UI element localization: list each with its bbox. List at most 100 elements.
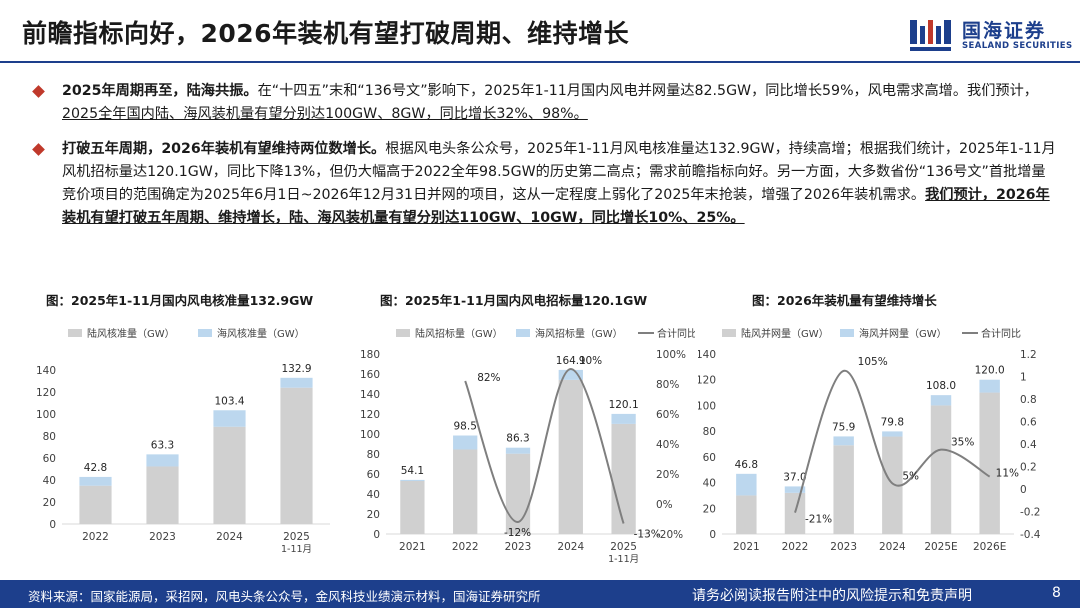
y-tick-label-4: 60: [43, 453, 56, 465]
chart-3-title: 图：2026年装机量有望维持增长: [752, 293, 937, 308]
bar-total-label-1: 42.8: [84, 462, 107, 474]
y-tick-label-7: 120: [360, 409, 380, 421]
legend-swatch-1: [722, 329, 736, 337]
bar-total-label-1: 46.8: [735, 459, 758, 471]
bar-onshore-3: [213, 426, 246, 524]
bar-onshore-5: [930, 405, 952, 534]
footer-source: 资料来源：国家能源局，采招网，风电头条公众号，金风科技业绩演示材料，国海证券研究…: [28, 589, 541, 604]
y-tick-label-5: 80: [367, 449, 380, 461]
bar-onshore-5: [611, 423, 636, 534]
logo-english-name: SEALAND SECURITIES: [962, 41, 1073, 51]
chart-tenders: 陆风招标量（GW） 海风招标量（GW） 合计同比 0 20 40 60 80 100 120 140…: [360, 327, 695, 565]
bullet-1-bold: 2025年周期再至，陆海共振。: [62, 83, 258, 99]
y-tick-label-3: 40: [703, 478, 716, 490]
bar-total-label-6: 120.0: [975, 365, 1005, 377]
bar-onshore-4: [280, 387, 313, 524]
bar-total-label-4: 79.8: [881, 416, 904, 428]
y-tick-label-7: 120: [36, 387, 56, 399]
bar-total-label-4: 132.9: [281, 363, 311, 375]
bullet-2-bold: 打破五年周期，2026年装机有望维持两位数增长。: [62, 141, 386, 157]
bar-offshore-5: [611, 413, 636, 424]
x-tick-label-3: 2024: [216, 531, 243, 543]
legend-label-1: 陆风核准量（GW）: [87, 327, 175, 340]
yoy-label-5: -13%: [634, 529, 661, 541]
bar-offshore-2: [453, 435, 478, 450]
legend-swatch-1: [68, 329, 82, 337]
bar-total-label-2: 98.5: [454, 421, 477, 433]
bar-total-label-3: 103.4: [214, 395, 244, 407]
bar-total-label-2: 63.3: [151, 439, 174, 451]
bullet-marker-2: [32, 143, 45, 156]
yoy-label-3: 105%: [858, 356, 888, 368]
y-tick-label-10: 180: [360, 349, 380, 361]
page-number: 8: [1052, 585, 1061, 601]
legend-label-2: 海风核准量（GW）: [217, 327, 305, 340]
bar-onshore-1: [400, 481, 425, 534]
bullet-paragraph-1: 2025年周期再至，陆海共振。在“十四五”末和“136号文”影响下，2025年1…: [62, 80, 1058, 126]
x-tick-label-2: 2022: [782, 541, 809, 553]
bar-onshore-1: [79, 485, 112, 524]
x-tick-label-1: 2021: [399, 541, 426, 553]
bar-offshore-3: [833, 436, 854, 446]
y2-tick-label-5: 0.4: [1020, 439, 1037, 451]
x-tick-label-3: 2023: [830, 541, 857, 553]
bar-onshore-6: [979, 392, 1000, 534]
y-tick-label-1: 0: [49, 519, 56, 531]
legend-swatch-2: [516, 329, 530, 337]
bar-onshore-3: [505, 453, 531, 534]
y2-tick-label-1: -20%: [656, 529, 683, 541]
y2-tick-label-9: 1.2: [1020, 349, 1037, 361]
sealand-logo-icon: [910, 20, 951, 51]
y2-tick-label-3: 0: [1020, 484, 1027, 496]
y-tick-label-4: 60: [703, 452, 716, 464]
bar-offshore-4: [558, 369, 583, 380]
legend-label-2: 海风招标量（GW）: [535, 327, 623, 340]
y2-tick-label-2: -0.2: [1020, 507, 1041, 519]
x-tick-label-1: 2022: [82, 531, 109, 543]
bar-offshore-1: [400, 479, 425, 481]
x-tick-label-5: 2025E: [924, 541, 957, 553]
y2-tick-label-6: 80%: [656, 379, 679, 391]
x-tick-label-6: 2026E: [973, 541, 1006, 553]
y2-tick-label-7: 0.8: [1020, 394, 1037, 406]
footer-disclaimer: 请务必阅读报告附注中的风险提示和免责声明: [692, 588, 972, 604]
x-tick-label-4: 2024: [879, 541, 906, 553]
y-tick-label-2: 20: [367, 509, 380, 521]
y2-tick-label-6: 0.6: [1020, 417, 1037, 429]
bullet-marker-1: [32, 85, 45, 98]
bar-offshore-1: [736, 473, 757, 496]
bar-total-label-3: 75.9: [832, 421, 855, 433]
bar-offshore-5: [930, 395, 952, 406]
y2-tick-label-3: 20%: [656, 469, 679, 481]
bar-offshore-4: [882, 431, 903, 437]
y-tick-label-1: 0: [373, 529, 380, 541]
x-tick-label-4: 2024: [557, 541, 584, 553]
x-tick-label-5: 2025: [610, 541, 637, 553]
y-tick-label-5: 80: [703, 426, 716, 438]
y-tick-label-2: 20: [703, 503, 716, 515]
y-tick-label-1: 0: [709, 529, 716, 541]
chart-approvals: 陆风核准量（GW） 海风核准量（GW） 0 20 40 60 80 100 120 140 42.8…: [36, 327, 330, 555]
bar-total-label-1: 54.1: [401, 465, 424, 477]
bullet-2-text: 根据风电头条公众号，2025年1-11月风电核准量达132.9GW，持续高增；根…: [62, 141, 1056, 203]
y-tick-label-3: 40: [367, 489, 380, 501]
y2-tick-label-4: 40%: [656, 439, 679, 451]
chart-installations: 陆风并网量（GW） 海风并网量（GW） 合计同比 0 20 40 60 80 100 120 140…: [698, 327, 1041, 553]
bar-offshore-6: [979, 379, 1000, 393]
footer-bar: 资料来源：国家能源局，采招网，风电头条公众号，金风科技业绩演示材料，国海证券研究…: [0, 580, 1080, 608]
x-tick-label-4: 2025: [283, 531, 310, 543]
bar-onshore-2: [146, 466, 179, 524]
bar-total-label-4: 164.1: [556, 355, 586, 367]
x-tick-label-1: 2021: [733, 541, 760, 553]
x-tick-label-3: 2023: [505, 541, 532, 553]
legend-label-1: 陆风并网量（GW）: [741, 327, 829, 340]
yoy-line: [464, 367, 625, 524]
bar-offshore-4: [280, 377, 313, 388]
page-title: 前瞻指标向好，2026年装机有望打破周期、维持增长: [22, 19, 630, 48]
y-tick-label-3: 40: [43, 475, 56, 487]
yoy-label-6: 11%: [996, 468, 1019, 480]
company-logo: 国海证券 SEALAND SECURITIES: [908, 14, 1072, 58]
chart-1-title: 图：2025年1-11月国内风电核准量132.9GW: [46, 293, 314, 308]
yoy-label-3: -12%: [504, 527, 531, 539]
legend-label-3: 合计同比: [657, 327, 695, 340]
